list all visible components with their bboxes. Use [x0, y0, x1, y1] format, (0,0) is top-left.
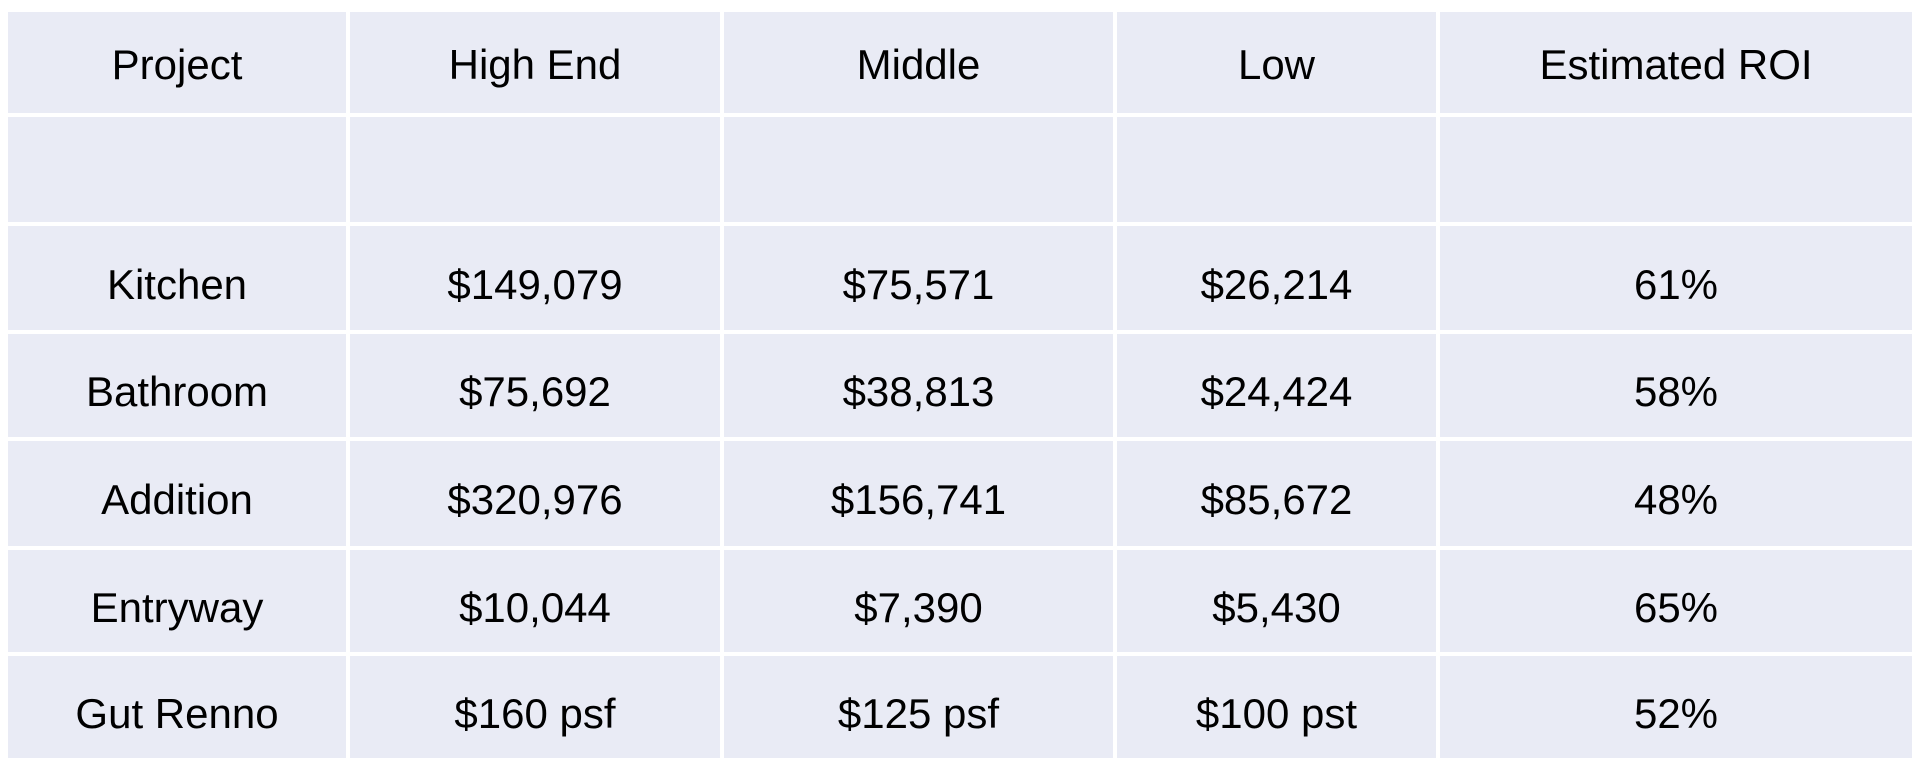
cell-entryway-low: $5,430 [1117, 550, 1436, 652]
header-estimated-roi: Estimated ROI [1440, 12, 1912, 113]
cell-gut-renno-low: $100 pst [1117, 656, 1436, 758]
header-high-end: High End [350, 12, 720, 113]
header-project: Project [8, 12, 346, 113]
spacer-cell [724, 117, 1113, 222]
cell-bathroom-roi: 58% [1440, 334, 1912, 437]
cell-gut-renno-high-end: $160 psf [350, 656, 720, 758]
cell-bathroom-middle: $38,813 [724, 334, 1113, 437]
cell-kitchen-middle: $75,571 [724, 226, 1113, 330]
cell-addition-high-end: $320,976 [350, 441, 720, 546]
cell-addition-middle: $156,741 [724, 441, 1113, 546]
cell-addition-project: Addition [8, 441, 346, 546]
cell-entryway-roi: 65% [1440, 550, 1912, 652]
header-low: Low [1117, 12, 1436, 113]
cell-entryway-high-end: $10,044 [350, 550, 720, 652]
cell-gut-renno-middle: $125 psf [724, 656, 1113, 758]
cell-kitchen-low: $26,214 [1117, 226, 1436, 330]
cost-roi-table: Project High End Middle Low Estimated RO… [8, 12, 1912, 758]
cell-gut-renno-roi: 52% [1440, 656, 1912, 758]
cell-entryway-middle: $7,390 [724, 550, 1113, 652]
cell-entryway-project: Entryway [8, 550, 346, 652]
cell-bathroom-high-end: $75,692 [350, 334, 720, 437]
cell-kitchen-project: Kitchen [8, 226, 346, 330]
spacer-cell [1117, 117, 1436, 222]
cell-kitchen-high-end: $149,079 [350, 226, 720, 330]
cell-bathroom-project: Bathroom [8, 334, 346, 437]
spacer-cell [350, 117, 720, 222]
cell-kitchen-roi: 61% [1440, 226, 1912, 330]
cell-addition-roi: 48% [1440, 441, 1912, 546]
spacer-cell [8, 117, 346, 222]
cell-bathroom-low: $24,424 [1117, 334, 1436, 437]
spacer-cell [1440, 117, 1912, 222]
cell-gut-renno-project: Gut Renno [8, 656, 346, 758]
header-middle: Middle [724, 12, 1113, 113]
cell-addition-low: $85,672 [1117, 441, 1436, 546]
